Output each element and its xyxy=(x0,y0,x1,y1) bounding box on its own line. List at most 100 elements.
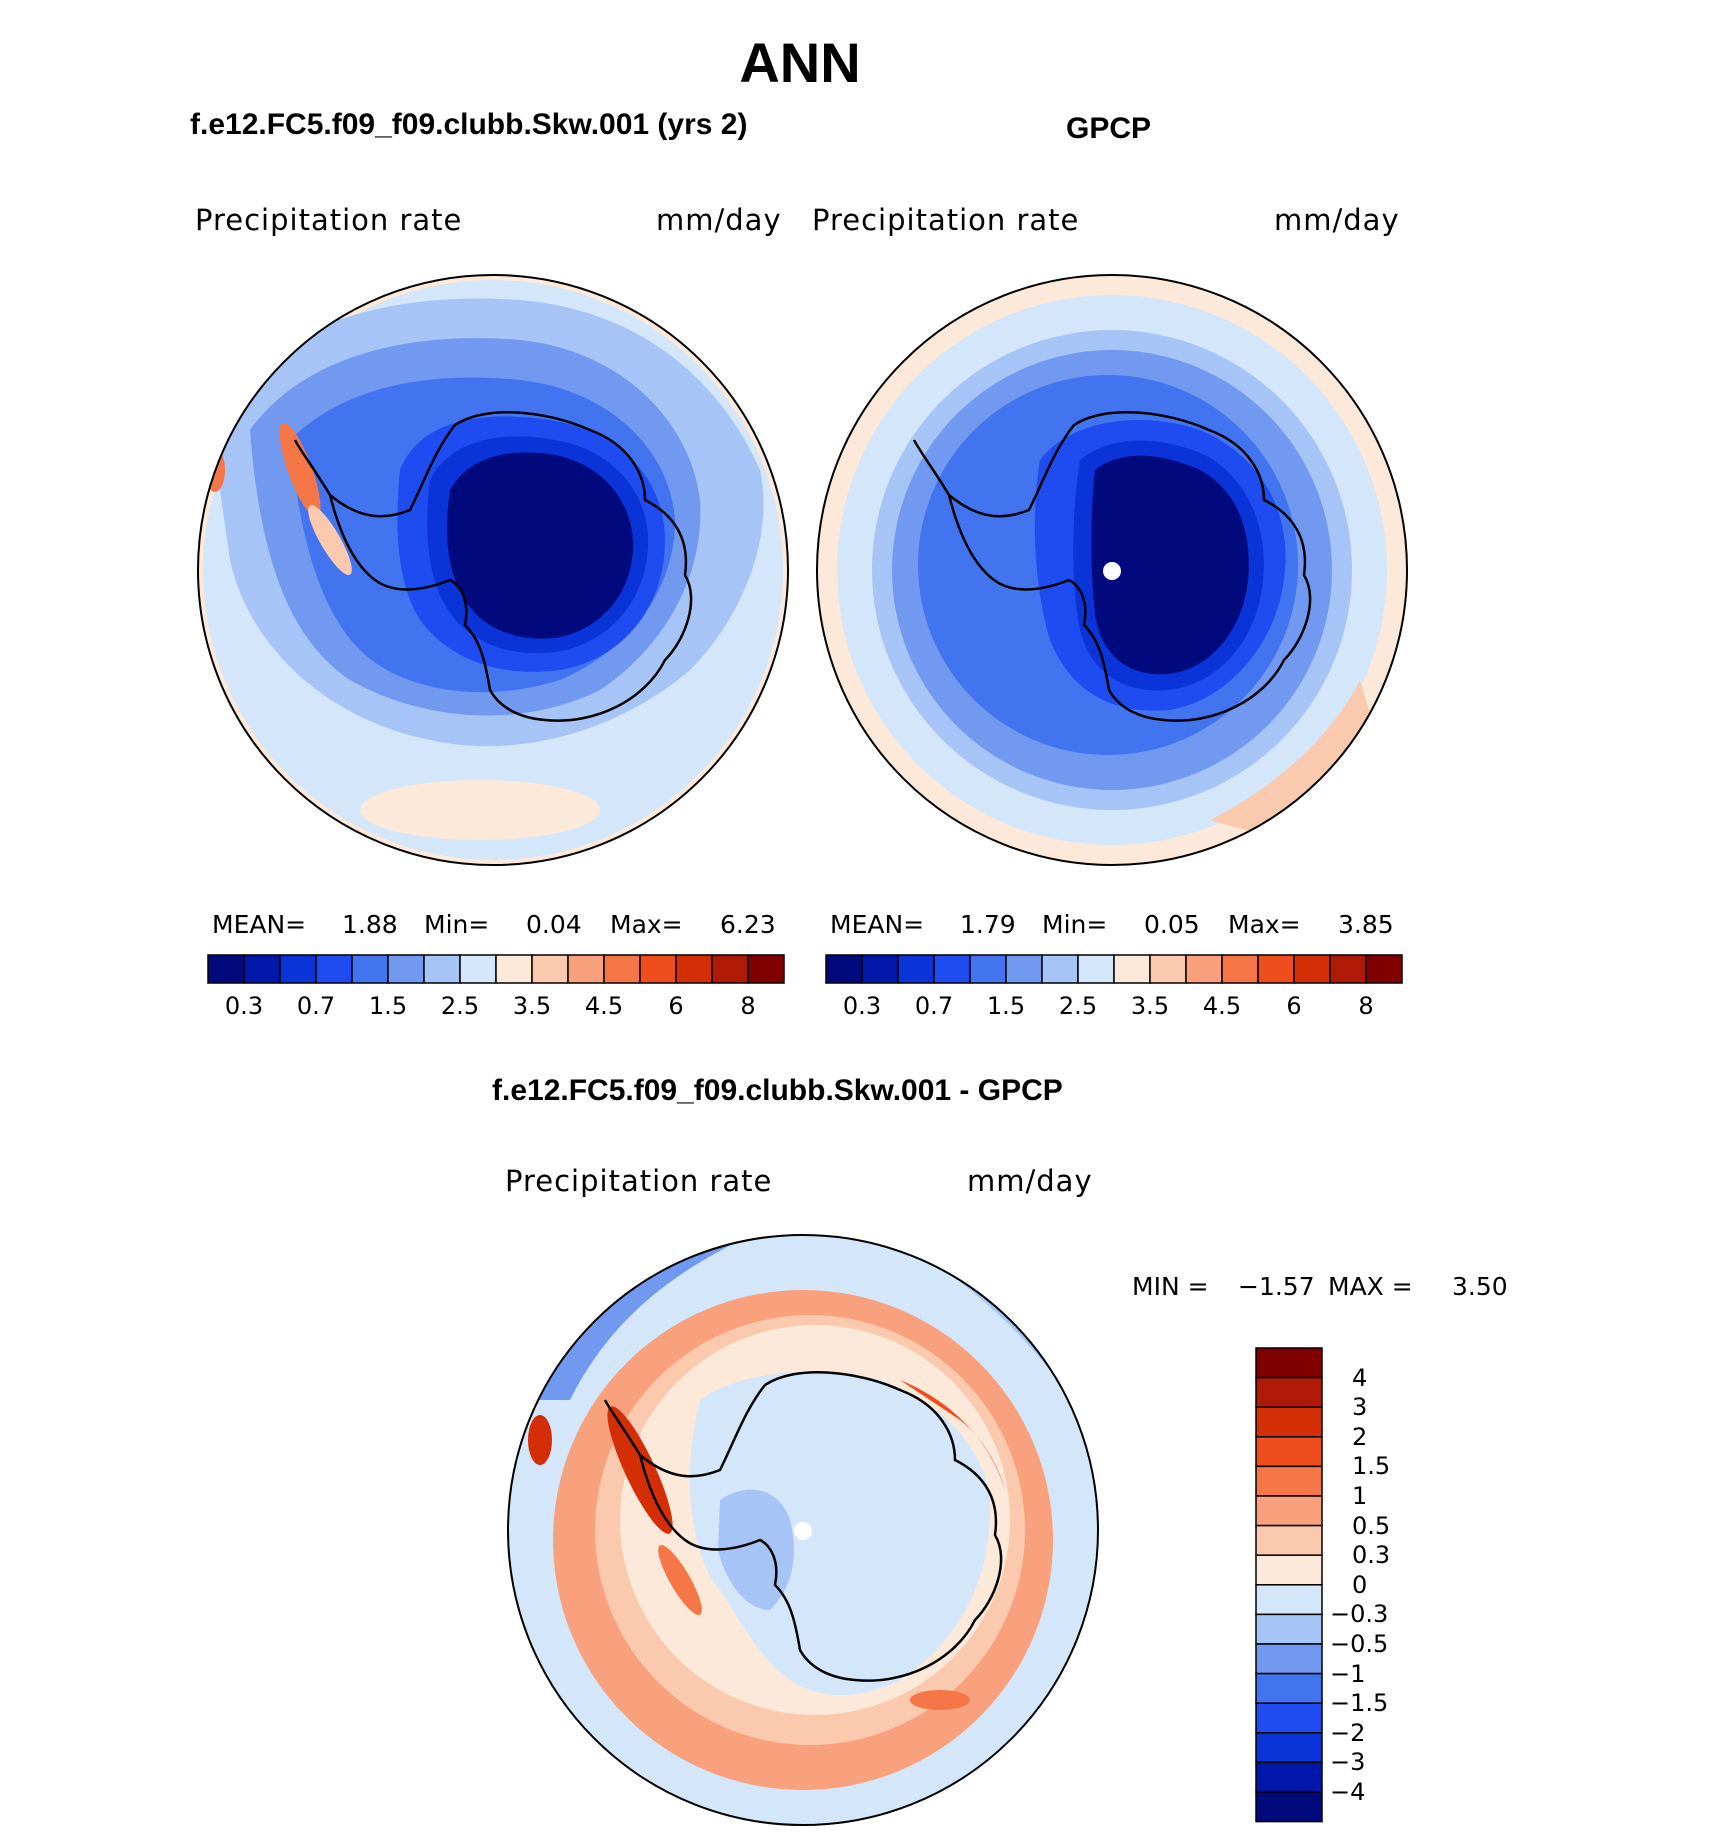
diff-colorbar-tick-label: 4 xyxy=(1352,1363,1368,1392)
model-max-value: 6.23 xyxy=(720,910,776,939)
obs-colorbar-swatch xyxy=(1257,954,1295,984)
diff-colorbar-tick-label: 3 xyxy=(1352,1393,1368,1422)
diff-colorbar-tick-label: 0.5 xyxy=(1352,1511,1391,1540)
diff-colorbar-swatch xyxy=(1255,1376,1323,1408)
obs-units-label: mm/day xyxy=(1274,203,1400,237)
obs-mean-label: MEAN= xyxy=(830,910,925,939)
diff-colorbar-tick-label: −2 xyxy=(1330,1718,1366,1747)
obs-colorbar-tick-label: 1.5 xyxy=(986,992,1026,1020)
diff-colorbar-tick-label: 0.3 xyxy=(1352,1541,1391,1570)
obs-colorbar-swatch xyxy=(1185,954,1223,984)
model-colorbar-swatch xyxy=(675,954,713,984)
diff-colorbar-swatch xyxy=(1255,1495,1323,1527)
model-colorbar-swatch xyxy=(423,954,461,984)
model-mean-label: MEAN= xyxy=(212,910,307,939)
model-map xyxy=(198,275,788,865)
obs-colorbar-swatch xyxy=(861,954,899,984)
model-max-label: Max= xyxy=(610,910,683,939)
obs-panel-header: GPCP xyxy=(1066,112,1152,145)
obs-colorbar-tick-label: 3.5 xyxy=(1130,992,1170,1020)
diff-max-value: 3.50 xyxy=(1452,1272,1508,1301)
model-colorbar-swatch xyxy=(603,954,641,984)
model-panel-header: f.e12.FC5.f09_f09.clubb.Skw.001 (yrs 2) xyxy=(190,108,748,141)
diff-colorbar-tick-label: 2 xyxy=(1352,1422,1368,1451)
obs-colorbar-swatch xyxy=(1329,954,1367,984)
obs-colorbar-swatch xyxy=(1077,954,1115,984)
model-colorbar-tick-label: 6 xyxy=(668,992,684,1020)
obs-colorbar-swatch xyxy=(1365,954,1403,984)
model-colorbar-tick-label: 0.7 xyxy=(296,992,336,1020)
diff-colorbar-swatch xyxy=(1255,1643,1323,1675)
model-colorbar-swatch xyxy=(351,954,389,984)
model-units-label: mm/day xyxy=(656,203,782,237)
obs-colorbar-swatch xyxy=(1041,954,1079,984)
obs-max-value: 3.85 xyxy=(1338,910,1394,939)
obs-south-pole-dot xyxy=(1103,562,1121,580)
diff-colorbar-swatch xyxy=(1255,1732,1323,1764)
model-mean-value: 1.88 xyxy=(342,910,398,939)
obs-colorbar-tick-label: 2.5 xyxy=(1058,992,1098,1020)
obs-colorbar-tick-label: 0.7 xyxy=(914,992,954,1020)
obs-colorbar-tick-label: 6 xyxy=(1286,992,1302,1020)
diff-south-pole-dot xyxy=(794,1522,812,1540)
obs-colorbar xyxy=(825,954,1403,984)
model-colorbar-swatch xyxy=(747,954,785,984)
diff-colorbar-swatch xyxy=(1255,1406,1323,1438)
diff-max-label: MAX = xyxy=(1328,1272,1413,1301)
diff-colorbar-swatch xyxy=(1255,1613,1323,1645)
diff-colorbar-swatch xyxy=(1255,1436,1323,1468)
diff-colorbar-swatch xyxy=(1255,1584,1323,1616)
model-colorbar-swatch xyxy=(567,954,605,984)
obs-min-value: 0.05 xyxy=(1144,910,1200,939)
diff-colorbar-tick-label: −3 xyxy=(1330,1748,1366,1777)
diff-colorbar-tick-label: 0 xyxy=(1352,1570,1368,1599)
obs-colorbar-swatch xyxy=(897,954,935,984)
obs-colorbar-tick-label: 4.5 xyxy=(1202,992,1242,1020)
diff-colorbar-tick-label: −1 xyxy=(1330,1659,1366,1688)
diff-colorbar-tick-label: −0.5 xyxy=(1330,1630,1389,1658)
model-colorbar-swatch xyxy=(315,954,353,984)
model-colorbar-swatch xyxy=(531,954,569,984)
obs-mean-value: 1.79 xyxy=(960,910,1016,939)
diff-colorbar-swatch xyxy=(1255,1702,1323,1734)
obs-colorbar-swatch xyxy=(825,954,863,984)
diff-panel-header: f.e12.FC5.f09_f09.clubb.Skw.001 - GPCP xyxy=(492,1074,1063,1107)
obs-min-label: Min= xyxy=(1042,910,1108,939)
diff-colorbar-tick-label: −4 xyxy=(1330,1778,1366,1806)
obs-max-label: Max= xyxy=(1228,910,1301,939)
obs-colorbar-tick-label: 0.3 xyxy=(842,992,882,1020)
obs-colorbar-tick-label: 8 xyxy=(1358,992,1374,1020)
diff-min-value: −1.57 xyxy=(1238,1272,1315,1301)
model-colorbar xyxy=(207,954,785,984)
obs-colorbar-swatch xyxy=(933,954,971,984)
model-colorbar-swatch xyxy=(387,954,425,984)
diff-colorbar-swatch xyxy=(1255,1524,1323,1556)
diff-colorbar-tick-label: −0.3 xyxy=(1330,1600,1389,1629)
diff-colorbar xyxy=(1255,1347,1323,1823)
obs-colorbar-swatch xyxy=(1113,954,1151,984)
obs-colorbar-swatch xyxy=(1005,954,1043,984)
diff-variable-label: Precipitation rate xyxy=(505,1164,773,1198)
model-colorbar-swatch xyxy=(459,954,497,984)
model-colorbar-tick-label: 8 xyxy=(740,992,756,1020)
model-colorbar-tick-label: 2.5 xyxy=(440,992,480,1020)
diff-colorbar-swatch xyxy=(1255,1791,1323,1823)
model-colorbar-tick-label: 3.5 xyxy=(512,992,552,1020)
model-colorbar-swatch xyxy=(495,954,533,984)
diff-colorbar-swatch xyxy=(1255,1672,1323,1704)
obs-variable-label: Precipitation rate xyxy=(812,203,1080,237)
diff-colorbar-swatch xyxy=(1255,1465,1323,1497)
model-variable-label: Precipitation rate xyxy=(195,203,463,237)
model-colorbar-tick-label: 0.3 xyxy=(224,992,264,1020)
obs-colorbar-swatch xyxy=(1149,954,1187,984)
model-colorbar-swatch xyxy=(243,954,281,984)
model-colorbar-tick-label: 4.5 xyxy=(584,992,624,1020)
obs-colorbar-swatch xyxy=(969,954,1007,984)
model-min-label: Min= xyxy=(424,910,490,939)
model-colorbar-swatch xyxy=(711,954,749,984)
model-colorbar-tick-label: 1.5 xyxy=(368,992,408,1020)
model-colorbar-swatch xyxy=(207,954,245,984)
diff-colorbar-tick-label: −1.5 xyxy=(1330,1689,1389,1718)
diff-colorbar-tick-label: 1 xyxy=(1352,1482,1368,1510)
